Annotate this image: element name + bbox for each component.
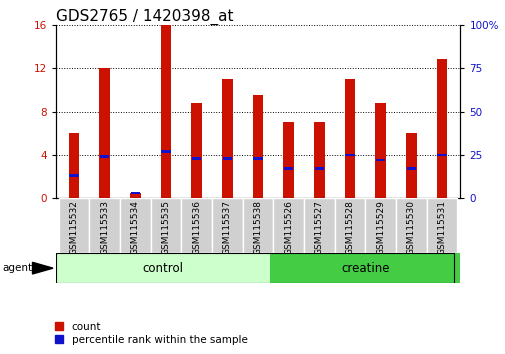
Bar — [284, 167, 293, 170]
Bar — [161, 150, 170, 153]
Polygon shape — [32, 262, 53, 274]
Bar — [59, 198, 89, 253]
Bar — [120, 198, 150, 253]
Bar — [304, 198, 334, 253]
Bar — [130, 193, 140, 198]
Bar — [253, 157, 262, 160]
Bar — [212, 198, 242, 253]
Text: GDS2765 / 1420398_at: GDS2765 / 1420398_at — [56, 8, 233, 25]
Bar — [273, 198, 304, 253]
Text: creatine: creatine — [340, 262, 389, 275]
Text: GSM115526: GSM115526 — [284, 200, 292, 255]
Bar — [242, 198, 273, 253]
Bar — [69, 174, 78, 177]
Bar — [69, 133, 79, 198]
Text: GSM115537: GSM115537 — [223, 200, 231, 255]
Legend: count, percentile rank within the sample: count, percentile rank within the sample — [50, 317, 251, 349]
Bar — [395, 198, 426, 253]
Bar — [192, 157, 201, 160]
Bar — [191, 103, 201, 198]
Bar — [100, 155, 109, 158]
Bar — [222, 79, 232, 198]
Bar — [89, 198, 120, 253]
Text: GSM115533: GSM115533 — [100, 200, 109, 255]
Bar — [181, 198, 212, 253]
Bar — [252, 95, 263, 198]
Text: GSM115535: GSM115535 — [161, 200, 170, 255]
Text: GSM115527: GSM115527 — [314, 200, 323, 255]
Bar — [222, 157, 231, 160]
Bar — [150, 198, 181, 253]
Bar — [437, 154, 446, 156]
Bar — [365, 198, 395, 253]
Text: control: control — [142, 262, 183, 275]
Bar — [344, 79, 355, 198]
Bar — [426, 198, 457, 253]
Bar — [56, 253, 270, 283]
Bar — [131, 192, 140, 194]
Bar — [345, 154, 354, 156]
Text: GSM115529: GSM115529 — [376, 200, 384, 255]
Bar — [283, 122, 293, 198]
Bar — [375, 159, 384, 161]
Text: GSM115532: GSM115532 — [69, 200, 78, 255]
Text: GSM115538: GSM115538 — [253, 200, 262, 255]
Bar — [334, 198, 365, 253]
Bar — [314, 122, 324, 198]
Text: GSM115536: GSM115536 — [192, 200, 201, 255]
Bar — [436, 59, 446, 198]
Text: GSM115531: GSM115531 — [437, 200, 446, 255]
Bar — [406, 167, 415, 170]
Bar — [375, 103, 385, 198]
Text: agent: agent — [3, 263, 33, 273]
Text: GSM115530: GSM115530 — [406, 200, 415, 255]
Text: GSM115528: GSM115528 — [345, 200, 354, 255]
Bar — [270, 253, 460, 283]
Bar — [314, 167, 323, 170]
Bar — [161, 25, 171, 198]
Bar — [405, 133, 416, 198]
Bar — [99, 68, 110, 198]
Text: GSM115534: GSM115534 — [131, 200, 139, 255]
